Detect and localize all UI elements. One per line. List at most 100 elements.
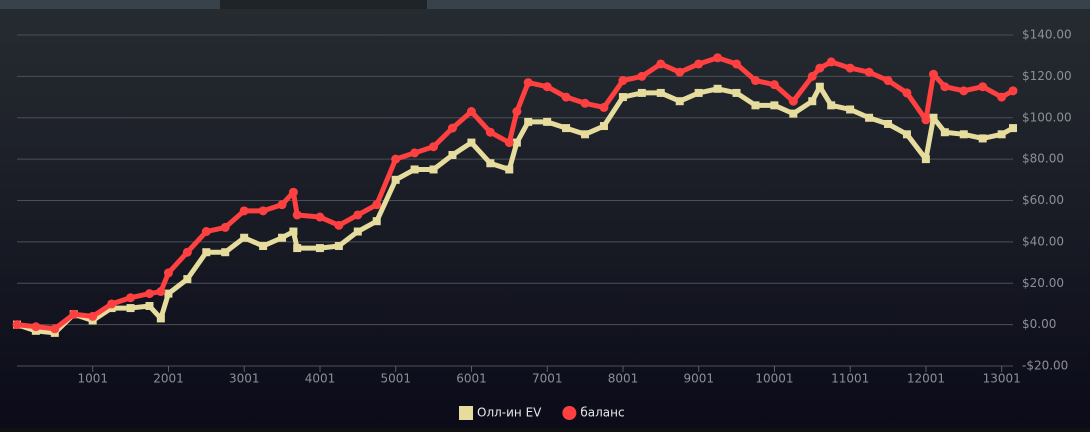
point <box>524 117 533 126</box>
point <box>88 311 98 321</box>
point <box>978 134 987 143</box>
point <box>561 92 571 102</box>
point <box>940 82 950 92</box>
point <box>391 154 401 164</box>
point <box>618 93 627 102</box>
point <box>883 76 893 86</box>
point <box>750 76 760 86</box>
point <box>31 322 41 332</box>
point <box>512 138 521 147</box>
point <box>826 57 836 67</box>
point <box>372 217 381 226</box>
point <box>542 82 552 92</box>
point <box>334 220 344 230</box>
y-tick-label: $0.00 <box>1022 317 1056 331</box>
point <box>144 289 154 299</box>
point <box>126 304 135 313</box>
x-tick-label: 12001 <box>907 372 945 386</box>
point <box>315 244 324 253</box>
point <box>637 71 647 81</box>
point <box>315 212 325 222</box>
point <box>467 138 476 147</box>
legend-label: Олл-ин EV <box>477 406 542 420</box>
point <box>202 248 211 257</box>
point <box>732 59 742 69</box>
point <box>288 187 298 197</box>
point <box>293 244 302 253</box>
y-tick-label: $60.00 <box>1022 193 1064 207</box>
point <box>429 142 439 152</box>
point <box>751 101 760 110</box>
y-tick-label: $100.00 <box>1022 110 1072 124</box>
legend-marker <box>459 406 473 420</box>
point <box>815 63 825 73</box>
point <box>220 222 230 232</box>
tab[interactable] <box>0 0 220 9</box>
point <box>1009 124 1017 133</box>
point <box>815 82 824 91</box>
point <box>201 227 211 237</box>
point <box>183 275 192 284</box>
point <box>164 289 173 298</box>
point <box>921 115 931 125</box>
x-tick-label: 10001 <box>755 372 793 386</box>
point <box>581 130 590 139</box>
point <box>353 210 363 220</box>
point <box>732 88 741 97</box>
point <box>864 67 874 77</box>
x-tick-label: 8001 <box>608 372 639 386</box>
point <box>769 80 779 90</box>
point <box>221 248 230 257</box>
point <box>959 130 968 139</box>
point <box>372 200 382 210</box>
point <box>353 227 362 236</box>
point <box>902 130 911 139</box>
point <box>675 67 685 77</box>
point <box>599 122 608 131</box>
point <box>789 109 798 118</box>
point <box>334 242 343 251</box>
point <box>978 82 988 92</box>
point <box>182 247 192 257</box>
point <box>486 159 495 168</box>
point <box>807 71 817 81</box>
point <box>959 86 969 96</box>
point <box>277 200 287 210</box>
x-tick-label: 6001 <box>456 372 487 386</box>
x-tick-label: 9001 <box>683 372 714 386</box>
y-tick-label: $40.00 <box>1022 234 1064 248</box>
point <box>69 309 79 319</box>
point <box>485 127 495 137</box>
point <box>163 268 173 278</box>
point <box>656 59 666 69</box>
point <box>694 59 704 69</box>
tab-active[interactable] <box>220 0 427 9</box>
point <box>827 101 836 110</box>
point <box>523 78 533 88</box>
point <box>788 96 798 106</box>
legend-label: баланс <box>580 406 624 420</box>
point <box>156 314 165 323</box>
point <box>156 287 166 297</box>
tab[interactable] <box>427 0 1090 9</box>
point <box>580 98 590 108</box>
x-tick-label: 4001 <box>305 372 336 386</box>
point <box>921 155 930 164</box>
point <box>278 233 287 242</box>
point <box>410 148 420 158</box>
point <box>543 117 552 126</box>
point <box>637 88 646 97</box>
point <box>448 150 457 159</box>
x-tick-label: 2001 <box>153 372 184 386</box>
point <box>865 113 874 122</box>
x-tick-label: 1001 <box>77 372 108 386</box>
legend-marker <box>562 406 577 420</box>
point <box>50 324 60 334</box>
x-tick-label: 3001 <box>229 372 260 386</box>
point <box>928 69 938 79</box>
point <box>884 119 893 128</box>
point <box>289 227 298 236</box>
